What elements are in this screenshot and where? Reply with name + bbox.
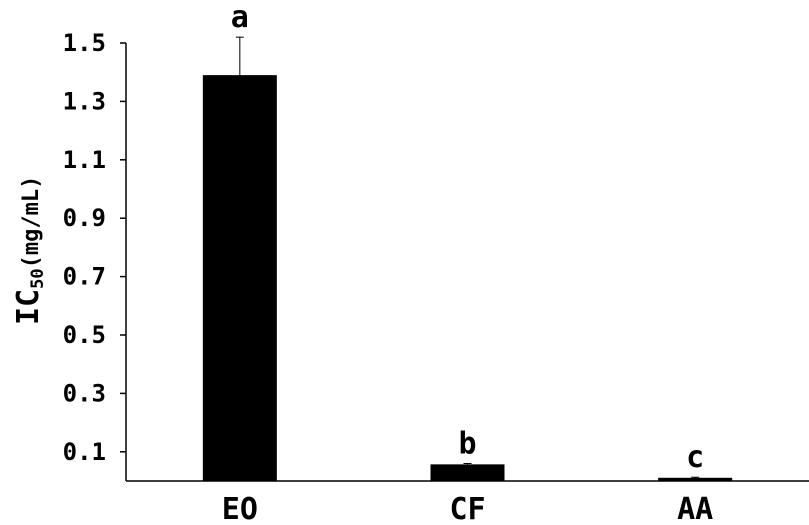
y-axis-label-unit: (mg/mL) xyxy=(19,176,44,269)
y-tick-label: 1.3 xyxy=(63,87,106,115)
y-axis-label-main: IC xyxy=(11,289,46,325)
svg-text:IC50(mg/mL): IC50(mg/mL) xyxy=(11,176,48,325)
y-tick-label: 0.5 xyxy=(63,321,106,349)
x-category-label: CF xyxy=(449,492,485,525)
x-category-label: EO xyxy=(222,492,258,525)
y-axis-label: IC50(mg/mL) xyxy=(11,176,48,325)
y-tick-label: 0.1 xyxy=(63,438,106,466)
bar-cf xyxy=(430,464,505,481)
error-bars xyxy=(235,36,700,478)
y-tick-label: 0.3 xyxy=(63,379,106,407)
x-category-label: AA xyxy=(677,492,713,525)
x-axis-categories: EO CF AA xyxy=(222,492,713,525)
y-axis-label-subscript: 50 xyxy=(28,268,48,288)
bar-aa xyxy=(658,477,733,481)
significance-label: a xyxy=(231,0,249,35)
bars xyxy=(202,75,733,482)
significance-label: b xyxy=(458,426,476,461)
y-tick-label: 0.7 xyxy=(63,263,106,291)
bar-eo xyxy=(202,75,277,482)
significance-label: c xyxy=(686,440,704,475)
y-axis-ticks: 0.1 0.3 0.5 0.7 0.9 1.1 1.3 1.5 xyxy=(63,29,126,466)
y-tick-label: 0.9 xyxy=(63,204,106,232)
y-tick-label: 1.1 xyxy=(63,146,106,174)
y-tick-label: 1.5 xyxy=(63,29,106,57)
significance-labels: a b c xyxy=(231,0,704,475)
